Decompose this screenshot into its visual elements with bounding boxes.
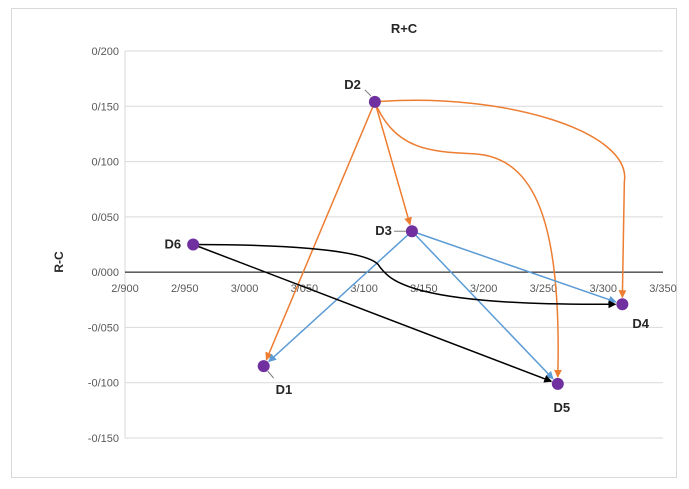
arrow-d6-d5: [192, 243, 553, 383]
arrow-d2-d4: [374, 99, 627, 299]
arrow-d6-d4: [193, 243, 617, 309]
chart-area: [11, 8, 677, 478]
point-label-d3: D3: [375, 223, 392, 238]
x-tick-label: 3/250: [530, 283, 558, 295]
arrow-d3-d1: [268, 230, 413, 363]
arrow-d3-d4: [411, 230, 617, 304]
y-tick-label: 0/100: [91, 157, 119, 169]
point-d3: [405, 225, 418, 238]
y-tick-label: -0/100: [88, 378, 119, 390]
y-tick-label: -0/050: [88, 322, 119, 334]
arrow-d2-d3: [374, 101, 412, 226]
leader-line-d1: [267, 370, 275, 379]
x-tick-label: 3/200: [470, 283, 498, 295]
point-d6: [187, 238, 200, 251]
arrow-d2-d5: [374, 101, 562, 378]
point-label-d6: D6: [165, 237, 182, 252]
leader-line-d2: [364, 89, 372, 97]
y-tick-label: 0/200: [91, 46, 119, 58]
x-tick-label: 3/300: [589, 283, 617, 295]
point-label-d2: D2: [344, 77, 361, 92]
y-tick-label: 0/050: [91, 212, 119, 224]
x-tick-label: 3/000: [231, 283, 259, 295]
y-tick-label: -0/150: [88, 433, 119, 445]
point-label-d4: D4: [632, 316, 649, 331]
x-tick-label: 2/900: [111, 283, 139, 295]
arrow-d3-d5: [411, 230, 554, 380]
arrow-d2-d1: [265, 101, 376, 361]
y-tick-label: 0/150: [91, 101, 119, 113]
point-d2: [368, 95, 381, 108]
point-d1: [257, 360, 270, 373]
x-tick-label: 2/950: [171, 283, 199, 295]
point-d4: [616, 298, 629, 311]
point-d5: [551, 377, 564, 390]
point-label-d1: D1: [276, 382, 293, 397]
x-tick-label: 3/350: [649, 283, 677, 295]
y-axis-title: R-C: [52, 251, 66, 273]
x-tick-label: 3/100: [350, 283, 378, 295]
y-tick-label: 0/000: [91, 267, 119, 279]
chart-title: R+C: [391, 21, 418, 36]
point-label-d5: D5: [553, 400, 570, 415]
